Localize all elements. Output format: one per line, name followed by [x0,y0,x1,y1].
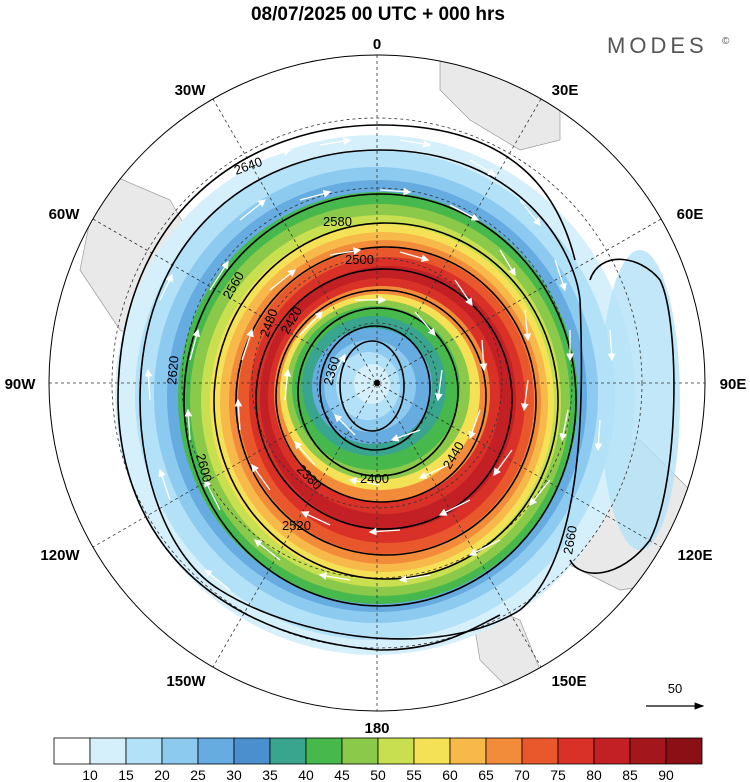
colorbar-tick-label: 10 [82,767,98,782]
colorbar-swatch [629,737,667,765]
colorbar-tick-label: 65 [478,767,494,782]
colorbar-swatch [557,737,595,765]
band-15-inner [354,364,390,404]
colorbar-tick-label: 75 [550,767,566,782]
colorbar-tick-label: 15 [118,767,134,782]
lon-label-90e: 90E [720,376,747,393]
band-east-lobe [600,250,680,550]
pole-marker [374,380,380,386]
colorbar-swatch [593,737,631,765]
lon-label-150w: 150W [166,673,206,690]
colorbar-swatch [377,737,415,765]
colorbar-swatch [305,737,343,765]
lon-label-150e: 150E [551,673,586,690]
colorbar: 10 15 20 25 30 35 40 45 50 55 60 65 70 75 80 85 90 [53,737,703,782]
colorbar-tick-label: 80 [586,767,602,782]
colorbar-swatch [197,737,235,765]
colorbar-swatch [269,737,307,765]
map-disc-border [48,54,706,712]
lon-label-30w: 30W [175,82,207,99]
map-title: 08/07/2025 00 UTC + 000 hrs [251,4,505,25]
colorbar-swatch [521,737,559,765]
colorbar-tick-label: 30 [226,767,242,782]
colorbar-swatch [485,737,523,765]
colorbar-tick-label: 20 [154,767,170,782]
lon-label-60e: 60E [677,206,704,223]
contour-label: 2500 [345,252,374,267]
colorbar-swatch [665,737,703,765]
longitude-labels: 0 30E 60E 90E 120E 150E 180 150W 120W 90… [5,36,747,737]
contour-label: 2660 [560,524,580,555]
colorbar-tick-label: 25 [190,767,206,782]
colorbar-swatch [341,737,379,765]
colorbar-swatch [233,737,271,765]
lon-label-180: 180 [364,720,389,737]
reference-vector-label: 50 [668,681,682,696]
colorbar-tick-label: 40 [298,767,314,782]
colorbar-tick-label: 50 [370,767,386,782]
contour-label: 2580 [323,214,352,229]
colorbar-swatch [53,737,91,765]
lon-label-0: 0 [373,36,381,53]
colorbar-tick-label: 45 [334,767,350,782]
colorbar-tick-label: 90 [658,767,674,782]
brand-mark: © [722,36,730,47]
colorbar-swatch [125,737,163,765]
colorbar-tick-label: 55 [406,767,422,782]
colorbar-swatch [413,737,451,765]
lon-label-90w: 90W [5,376,37,393]
contour-label: 2360 [320,355,342,387]
lon-label-30e: 30E [552,82,579,99]
contour-label: 2620 [164,355,181,385]
contour-label: 2520 [282,518,311,533]
contour-label: 2400 [360,471,389,486]
colorbar-tick-label: 85 [622,767,638,782]
colorbar-swatch [449,737,487,765]
colorbar-tick-label: 35 [262,767,278,782]
colorbar-tick-label: 60 [442,767,458,782]
lon-label-60w: 60W [49,206,81,223]
lon-label-120w: 120W [40,547,80,564]
colorbar-swatch [89,737,127,765]
contour-label: 2600 [193,452,215,484]
map-content [49,55,705,711]
wind-vectors [144,137,616,591]
brand-logo-text: MODES [607,33,708,58]
colorbar-tick-label: 70 [514,767,530,782]
colorbar-swatch [161,737,199,765]
height-contours [117,124,675,651]
lon-label-120e: 120E [677,547,712,564]
